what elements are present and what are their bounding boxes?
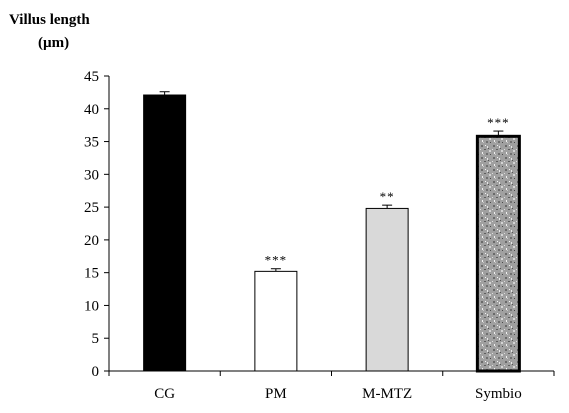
y-tick-label: 10 — [84, 298, 99, 314]
y-tick-label: 25 — [84, 200, 99, 216]
y-tick-label: 40 — [84, 102, 99, 118]
y-tick-label: 5 — [92, 331, 100, 347]
significance-label: *** — [487, 115, 510, 130]
x-tick-label: CG — [154, 386, 175, 402]
x-tick-label: Symbio — [475, 386, 522, 402]
y-tick-label: 20 — [84, 233, 99, 249]
y-tick-label: 45 — [84, 69, 99, 85]
significance-label: ** — [380, 189, 395, 204]
y-axis-title-line-2: (µm) — [38, 35, 69, 51]
x-tick-label: M-MTZ — [362, 386, 412, 402]
bars: ******** — [143, 91, 521, 373]
bar-m-mtz — [365, 207, 409, 372]
significance-label: *** — [265, 253, 288, 268]
bar-pm — [254, 270, 298, 372]
y-axis-title-line-1: Villus length — [9, 12, 90, 28]
x-tick-label: PM — [265, 386, 287, 402]
y-tick-label: 0 — [92, 364, 100, 380]
bar-cg — [143, 94, 187, 372]
x-tick-labels: CG PM M-MTZ Symbio — [108, 371, 555, 402]
y-tick-label: 30 — [84, 167, 99, 183]
y-tick-label: 35 — [84, 135, 99, 151]
bar-symbio — [475, 134, 521, 373]
y-tick-label: 15 — [84, 266, 99, 282]
y-ticks: 0 5 10 15 20 25 30 35 40 45 — [84, 69, 109, 380]
